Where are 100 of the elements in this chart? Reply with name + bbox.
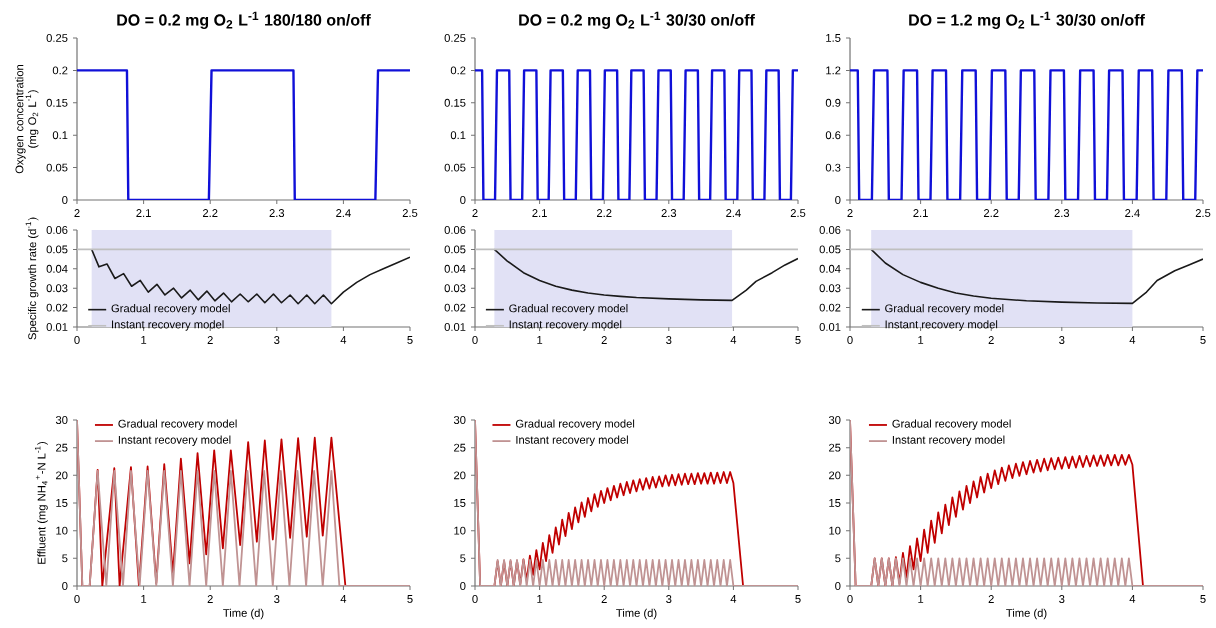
legend-label: Instant recovery model bbox=[509, 320, 622, 331]
x-tick-label: 2 bbox=[988, 595, 994, 603]
y-tick-label: 20 bbox=[454, 471, 466, 480]
y-tick-label: 25 bbox=[829, 443, 841, 452]
legend-label: Gradual recovery model bbox=[509, 304, 628, 315]
x-tick-label: 0 bbox=[847, 595, 853, 603]
y-tick-label: 15 bbox=[829, 499, 841, 507]
y-tick-label: 0.05 bbox=[444, 163, 466, 172]
y-tick-label: 0.25 bbox=[46, 34, 68, 42]
legend-label: Gradual recovery model bbox=[892, 419, 1011, 430]
y-tick-label: 1.5 bbox=[826, 34, 841, 42]
x-tick-label: 3 bbox=[274, 595, 280, 603]
y-tick-label: 0.06 bbox=[444, 226, 466, 234]
legend-label: Instant recovery model bbox=[885, 320, 998, 331]
x-tick-label: 3 bbox=[666, 336, 672, 344]
y-axis-title: Effluent (mg NH$_{4}$$^{+}$-N L$^{-1}$) bbox=[34, 442, 48, 564]
x-tick-label: 2.5 bbox=[1195, 209, 1211, 217]
x-tick-label: 1 bbox=[141, 336, 147, 344]
y-tick-label: 0.1 bbox=[52, 131, 68, 140]
x-tick-label: 5 bbox=[1200, 336, 1206, 344]
x-axis-title: Time (d) bbox=[223, 608, 264, 620]
chart-title: DO = 1.2 mg O$_{2}$ L$^{-1}$ 30/30 on/off bbox=[909, 11, 1145, 29]
x-tick-label: 2.3 bbox=[269, 209, 285, 217]
legend-label: Instant recovery model bbox=[112, 320, 224, 331]
y-tick-label: 0.02 bbox=[819, 303, 841, 312]
x-tick-label: 3 bbox=[1059, 595, 1065, 603]
y-tick-label: 0 bbox=[460, 582, 466, 590]
x-tick-label: 2.2 bbox=[983, 209, 999, 217]
y-tick-label: 0 bbox=[835, 196, 841, 204]
x-tick-label: 0 bbox=[74, 595, 80, 603]
y-tick-label: 0.03 bbox=[819, 284, 841, 293]
y-tick-label: 0.06 bbox=[46, 226, 68, 234]
x-tick-label: 2.5 bbox=[402, 209, 418, 217]
x-tick-label: 4 bbox=[1129, 336, 1136, 344]
y-tick-label: 0.05 bbox=[46, 163, 68, 172]
y-tick-label: 5 bbox=[460, 554, 466, 563]
legend-label: Gradual recovery model bbox=[515, 419, 635, 430]
x-tick-label: 2.3 bbox=[1054, 209, 1070, 217]
x-tick-label: 2.1 bbox=[532, 209, 547, 217]
y-tick-label: 0.3 bbox=[825, 163, 841, 172]
y-tick-label: 0.05 bbox=[46, 245, 68, 254]
legend-label: Gradual recovery model bbox=[111, 304, 230, 315]
x-tick-label: 4 bbox=[340, 595, 347, 603]
x-tick-label: 3 bbox=[1059, 336, 1065, 344]
x-tick-label: 3 bbox=[274, 336, 280, 344]
y-tick-label: 0.01 bbox=[819, 323, 841, 331]
x-tick-label: 2.5 bbox=[790, 209, 806, 217]
x-tick-label: 5 bbox=[1200, 595, 1206, 603]
y-tick-label: 10 bbox=[829, 526, 841, 535]
y-tick-label: 0.04 bbox=[46, 264, 68, 273]
x-tick-label: 2 bbox=[207, 595, 213, 603]
x-tick-label: 1 bbox=[537, 595, 543, 603]
y-tick-label: 0.15 bbox=[444, 98, 466, 107]
y-tick-label: 0 bbox=[62, 582, 68, 590]
y-tick-label: 0.6 bbox=[825, 131, 841, 140]
legend-label: Gradual recovery model bbox=[118, 419, 237, 430]
x-tick-label: 0 bbox=[847, 336, 853, 344]
legend-label: Instant recovery model bbox=[516, 435, 628, 446]
x-tick-label: 2 bbox=[988, 336, 994, 344]
y-tick-label: 0.03 bbox=[46, 284, 68, 293]
chart-title: DO = 0.2 mg O$_{2}$ L$^{-1}$ 180/180 on/off bbox=[117, 11, 371, 29]
x-tick-label: 0 bbox=[472, 336, 478, 344]
y-tick-label: 0.25 bbox=[444, 34, 466, 42]
y-tick-label: 10 bbox=[56, 526, 68, 535]
y-tick-label: 0.2 bbox=[450, 66, 466, 75]
y-tick-label: 15 bbox=[454, 499, 466, 507]
x-tick-label: 1 bbox=[918, 336, 924, 344]
x-tick-label: 2 bbox=[847, 209, 853, 217]
y-tick-label: 0.04 bbox=[444, 264, 466, 273]
y-tick-label: 0.04 bbox=[819, 264, 841, 273]
y-tick-label: 10 bbox=[454, 526, 466, 535]
x-tick-label: 2 bbox=[601, 336, 607, 344]
y-tick-label: 30 bbox=[828, 416, 841, 424]
legend-label: Gradual recovery model bbox=[885, 304, 1004, 315]
y-tick-label: 30 bbox=[453, 416, 466, 424]
y-tick-label: 0.05 bbox=[444, 245, 466, 254]
x-tick-label: 2 bbox=[601, 595, 607, 603]
legend-label: Instant recovery model bbox=[892, 435, 1005, 446]
x-tick-label: 4 bbox=[1129, 595, 1136, 603]
y-tick-label: 0.01 bbox=[46, 323, 68, 331]
x-axis-title: Time (d) bbox=[616, 608, 657, 620]
y-tick-label: 20 bbox=[829, 471, 841, 480]
x-tick-label: 5 bbox=[407, 336, 413, 344]
y-tick-label: 25 bbox=[454, 443, 466, 452]
x-tick-label: 3 bbox=[666, 595, 672, 603]
y-tick-label: 5 bbox=[835, 554, 841, 563]
y-tick-label: 0.05 bbox=[819, 245, 841, 254]
y-tick-label: 15 bbox=[56, 499, 68, 507]
x-tick-label: 0 bbox=[74, 336, 80, 344]
x-tick-label: 2.4 bbox=[726, 209, 741, 217]
y-tick-label: 5 bbox=[62, 554, 68, 563]
y-tick-label: 0.06 bbox=[819, 226, 841, 234]
x-tick-label: 4 bbox=[340, 336, 347, 344]
x-tick-label: 5 bbox=[795, 336, 801, 344]
y-tick-label: 30 bbox=[55, 416, 68, 424]
x-tick-label: 0 bbox=[472, 595, 478, 603]
x-tick-label: 4 bbox=[730, 336, 737, 344]
y-tick-label: 0 bbox=[460, 196, 466, 204]
x-tick-label: 2.3 bbox=[661, 209, 677, 217]
y-tick-label: 0 bbox=[62, 196, 68, 204]
